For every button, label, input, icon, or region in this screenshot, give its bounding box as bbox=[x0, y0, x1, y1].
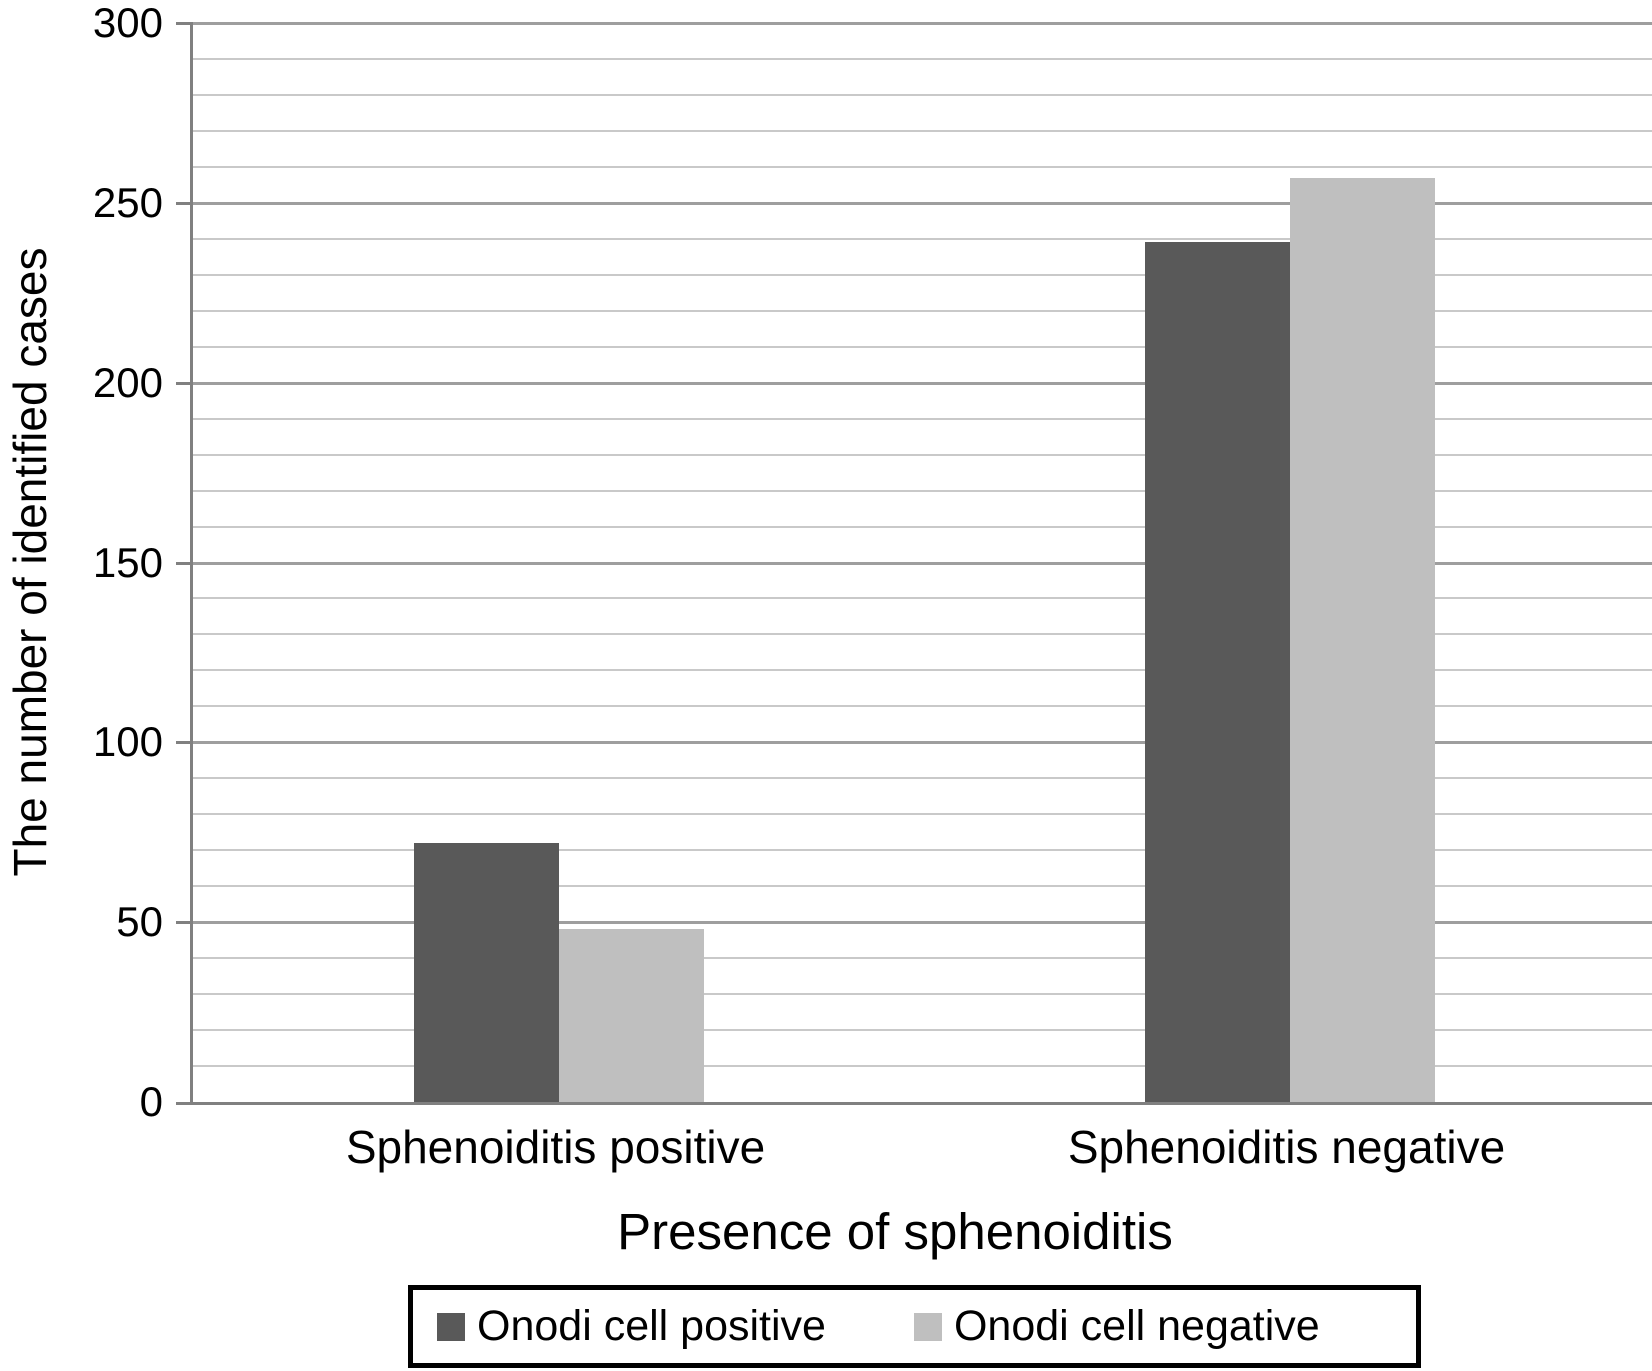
gridline-major bbox=[193, 201, 1652, 205]
gridline-minor bbox=[193, 1065, 1652, 1068]
x-category-label-sphenoiditis-positive: Sphenoiditis positive bbox=[345, 1121, 766, 1173]
gridline-minor bbox=[193, 309, 1652, 312]
y-tick-label: 100 bbox=[92, 718, 163, 766]
legend-label: Onodi cell positive bbox=[477, 1302, 826, 1350]
gridline-minor bbox=[193, 273, 1652, 276]
gridline-minor bbox=[193, 453, 1652, 456]
gridline-minor bbox=[193, 849, 1652, 852]
x-category-label-sphenoiditis-negative: Sphenoiditis negative bbox=[1067, 1121, 1506, 1173]
gridline-minor bbox=[193, 777, 1652, 780]
gridline-minor bbox=[193, 993, 1652, 996]
gridline-minor bbox=[193, 669, 1652, 672]
y-axis-tick-mark bbox=[176, 561, 193, 565]
gridline-minor bbox=[193, 165, 1652, 168]
y-tick-label: 150 bbox=[92, 538, 163, 586]
bar-onodi-cell-negative-sphenoiditis-positive bbox=[558, 929, 704, 1102]
bar-onodi-cell-negative-sphenoiditis-negative bbox=[1289, 177, 1435, 1102]
gridline-minor bbox=[193, 129, 1652, 132]
y-tick-label: 0 bbox=[139, 1078, 163, 1125]
gridline-minor bbox=[193, 597, 1652, 600]
y-axis-tick-mark bbox=[176, 201, 193, 205]
gridline-minor bbox=[193, 957, 1652, 960]
legend-swatch-icon bbox=[437, 1312, 465, 1341]
gridline-minor bbox=[193, 525, 1652, 528]
gridline-minor bbox=[193, 489, 1652, 492]
gridline-minor bbox=[193, 705, 1652, 708]
y-tick-label: 50 bbox=[116, 898, 163, 946]
y-axis-tick-mark bbox=[176, 921, 193, 925]
gridline-minor bbox=[193, 57, 1652, 60]
y-axis-tick-mark bbox=[176, 1102, 193, 1105]
y-tick-label: 250 bbox=[92, 178, 163, 226]
gridline-minor bbox=[193, 237, 1652, 240]
legend-item-onodi-cell-positive: Onodi cell positive bbox=[437, 1305, 826, 1348]
plot-area bbox=[176, 22, 1652, 1105]
gridline-minor bbox=[193, 813, 1652, 816]
gridline-minor bbox=[193, 417, 1652, 420]
y-axis-tick-mark bbox=[176, 22, 193, 25]
legend-item-onodi-cell-negative: Onodi cell negative bbox=[913, 1302, 1320, 1350]
gridline-major bbox=[193, 921, 1652, 925]
gridline-minor bbox=[193, 885, 1652, 888]
legend-label: Onodi cell negative bbox=[953, 1302, 1320, 1350]
gridline-minor bbox=[193, 345, 1652, 348]
y-tick-label: 300 bbox=[92, 0, 163, 46]
x-axis-title: Presence of sphenoiditis bbox=[617, 1203, 1173, 1260]
y-tick-label: 200 bbox=[92, 358, 163, 406]
gridline-minor bbox=[193, 633, 1652, 636]
gridline-major bbox=[193, 22, 1652, 25]
bar-onodi-cell-positive-sphenoiditis-positive bbox=[413, 843, 559, 1102]
bar-onodi-cell-positive-sphenoiditis-negative bbox=[1144, 242, 1290, 1102]
gridline-minor bbox=[193, 1029, 1652, 1032]
y-axis-tick-mark bbox=[176, 741, 193, 745]
y-axis-tick-mark bbox=[176, 381, 193, 385]
gridline-minor bbox=[193, 93, 1652, 96]
gridline-major bbox=[193, 741, 1652, 745]
legend: Onodi cell positive Onodi cell negative bbox=[408, 1285, 1421, 1368]
gridline-major bbox=[193, 561, 1652, 565]
legend-swatch-icon bbox=[913, 1312, 942, 1341]
gridline-major bbox=[193, 381, 1652, 385]
